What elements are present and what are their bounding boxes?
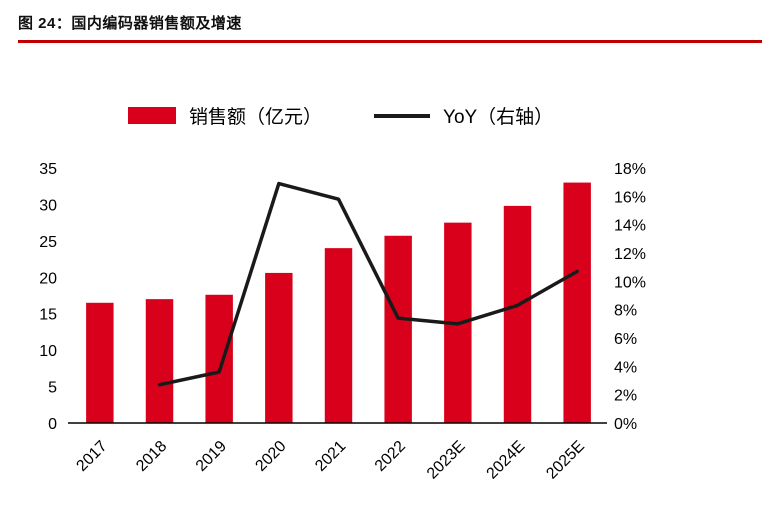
sales-bar (145, 299, 174, 423)
sales-bar (324, 248, 353, 423)
legend-item-yoy: YoY（右轴） (374, 102, 553, 129)
left-axis-tick: 15 (39, 307, 57, 324)
x-axis-label: 2017 (73, 438, 110, 475)
right-axis-tick: 12% (614, 246, 646, 263)
legend-item-sales: 销售额（亿元） (128, 102, 322, 129)
left-axis-tick: 10 (39, 343, 57, 360)
chart-legend: 销售额（亿元） YoY（右轴） (128, 102, 553, 129)
x-axis-label: 2019 (193, 438, 230, 475)
yoy-line (157, 181, 579, 387)
right-axis-tick: 2% (614, 388, 637, 405)
bar-swatch-icon (128, 107, 176, 124)
left-axis-tick: 5 (48, 380, 57, 397)
left-axis-tick: 35 (39, 161, 57, 178)
legend-label-sales: 销售额（亿元） (189, 107, 323, 128)
right-axis-tick: 6% (614, 331, 637, 348)
sales-bar (503, 205, 532, 423)
sales-bar (384, 235, 412, 423)
right-axis-tick: 16% (614, 189, 646, 206)
figure-title: 图 24：国内编码器销售额及增速 (18, 15, 242, 32)
right-axis-tick: 14% (614, 218, 646, 235)
right-axis-tick: 4% (614, 359, 637, 376)
x-axis-label: 2021 (312, 438, 349, 475)
right-axis-tick: 10% (614, 274, 646, 291)
x-axis-label: 2020 (252, 438, 289, 475)
left-axis-tick: 25 (39, 234, 57, 251)
sales-bar (265, 272, 293, 423)
bar-line-chart: 0 5 10 15 20 25 30 35 0% 2% 4% 6% 8% 10% 12% 14% 16% 18% 2… (39, 161, 646, 483)
right-axis-tick: 0% (614, 416, 637, 433)
x-axis-label: 2018 (133, 438, 170, 475)
title-rule (18, 40, 762, 43)
x-axis-label: 2025E (543, 438, 588, 483)
legend-label-yoy: YoY（右轴） (443, 107, 554, 128)
left-axis-tick: 20 (39, 270, 57, 287)
x-axis-label: 2024E (484, 438, 529, 483)
x-axis-label: 2023E (424, 438, 469, 483)
sales-bar (86, 302, 114, 423)
left-axis-tick: 0 (48, 416, 57, 433)
left-axis-tick: 30 (39, 197, 57, 214)
line-swatch-icon (374, 113, 431, 118)
sales-bar (563, 182, 591, 423)
right-axis-tick: 18% (614, 161, 646, 178)
x-axis-label: 2022 (372, 438, 409, 475)
right-axis-tick: 8% (614, 303, 637, 320)
sales-bar (205, 294, 233, 423)
